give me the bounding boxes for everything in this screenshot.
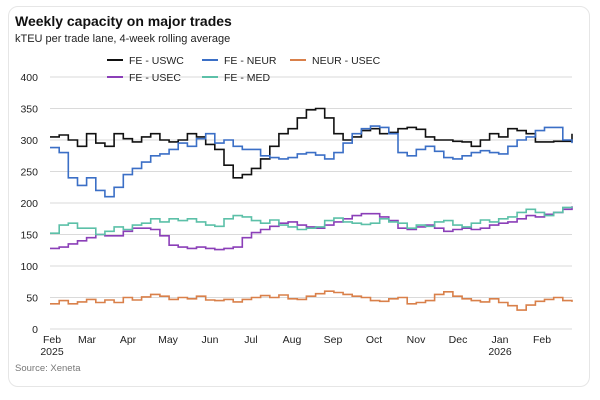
chart-title: Weekly capacity on major trades: [15, 13, 232, 29]
y-tick-label: 50: [26, 293, 38, 305]
legend-label-3: FE - USEC: [129, 72, 181, 84]
legend-label-1: FE - NEUR: [224, 55, 277, 67]
y-tick-label: 300: [20, 135, 38, 147]
x-tick-label: Feb: [533, 334, 551, 346]
y-axis-ticks: 0 50 100 150 200 250 300 350 400: [20, 72, 38, 336]
y-tick-label: 400: [20, 72, 38, 84]
x-tick-label: Aug: [283, 334, 302, 346]
legend-label-2: NEUR - USEC: [312, 55, 381, 67]
y-tick-label: 350: [20, 104, 38, 116]
y-tick-label: 150: [20, 230, 38, 242]
legend-label-4: FE - MED: [224, 72, 270, 84]
x-tick-label: Mar: [78, 334, 97, 346]
x-tick-label: Nov: [407, 334, 426, 346]
x-tick-label: Jul: [244, 334, 257, 346]
series-lines: [50, 107, 573, 311]
x-tick-label: May: [158, 334, 179, 346]
x-tick-label: Jun: [202, 334, 219, 346]
x-year-label: 2026: [488, 346, 512, 358]
x-year-label: 2025: [40, 346, 64, 358]
gridlines: [50, 76, 572, 330]
series-line-4: [50, 206, 573, 236]
legend-label-0: FE - USWC: [129, 55, 184, 67]
x-tick-label: Feb: [43, 334, 61, 346]
y-tick-label: 0: [32, 324, 38, 336]
chart-subtitle: kTEU per trade lane, 4-week rolling aver…: [15, 33, 231, 45]
legend: FE - USWC FE - NEUR NEUR - USEC FE - USEC FE…: [107, 55, 381, 84]
x-tick-label: Oct: [366, 334, 382, 346]
x-tick-label: Sep: [324, 334, 343, 346]
x-tick-label: Jan: [492, 334, 509, 346]
y-tick-label: 250: [20, 167, 38, 179]
series-line-2: [50, 290, 573, 311]
source-note: Source: Xeneta: [15, 363, 81, 374]
y-tick-label: 200: [20, 198, 38, 210]
series-line-1: [50, 125, 573, 198]
card-frame: [8, 6, 590, 387]
y-tick-label: 100: [20, 261, 38, 273]
x-tick-label: Dec: [449, 334, 468, 346]
series-line-0: [50, 107, 573, 179]
x-axis-ticks: Feb Mar Apr May Jun Jul Aug Sep Oct Nov Dec Jan Feb2…: [40, 334, 551, 358]
x-tick-label: Apr: [120, 334, 137, 346]
